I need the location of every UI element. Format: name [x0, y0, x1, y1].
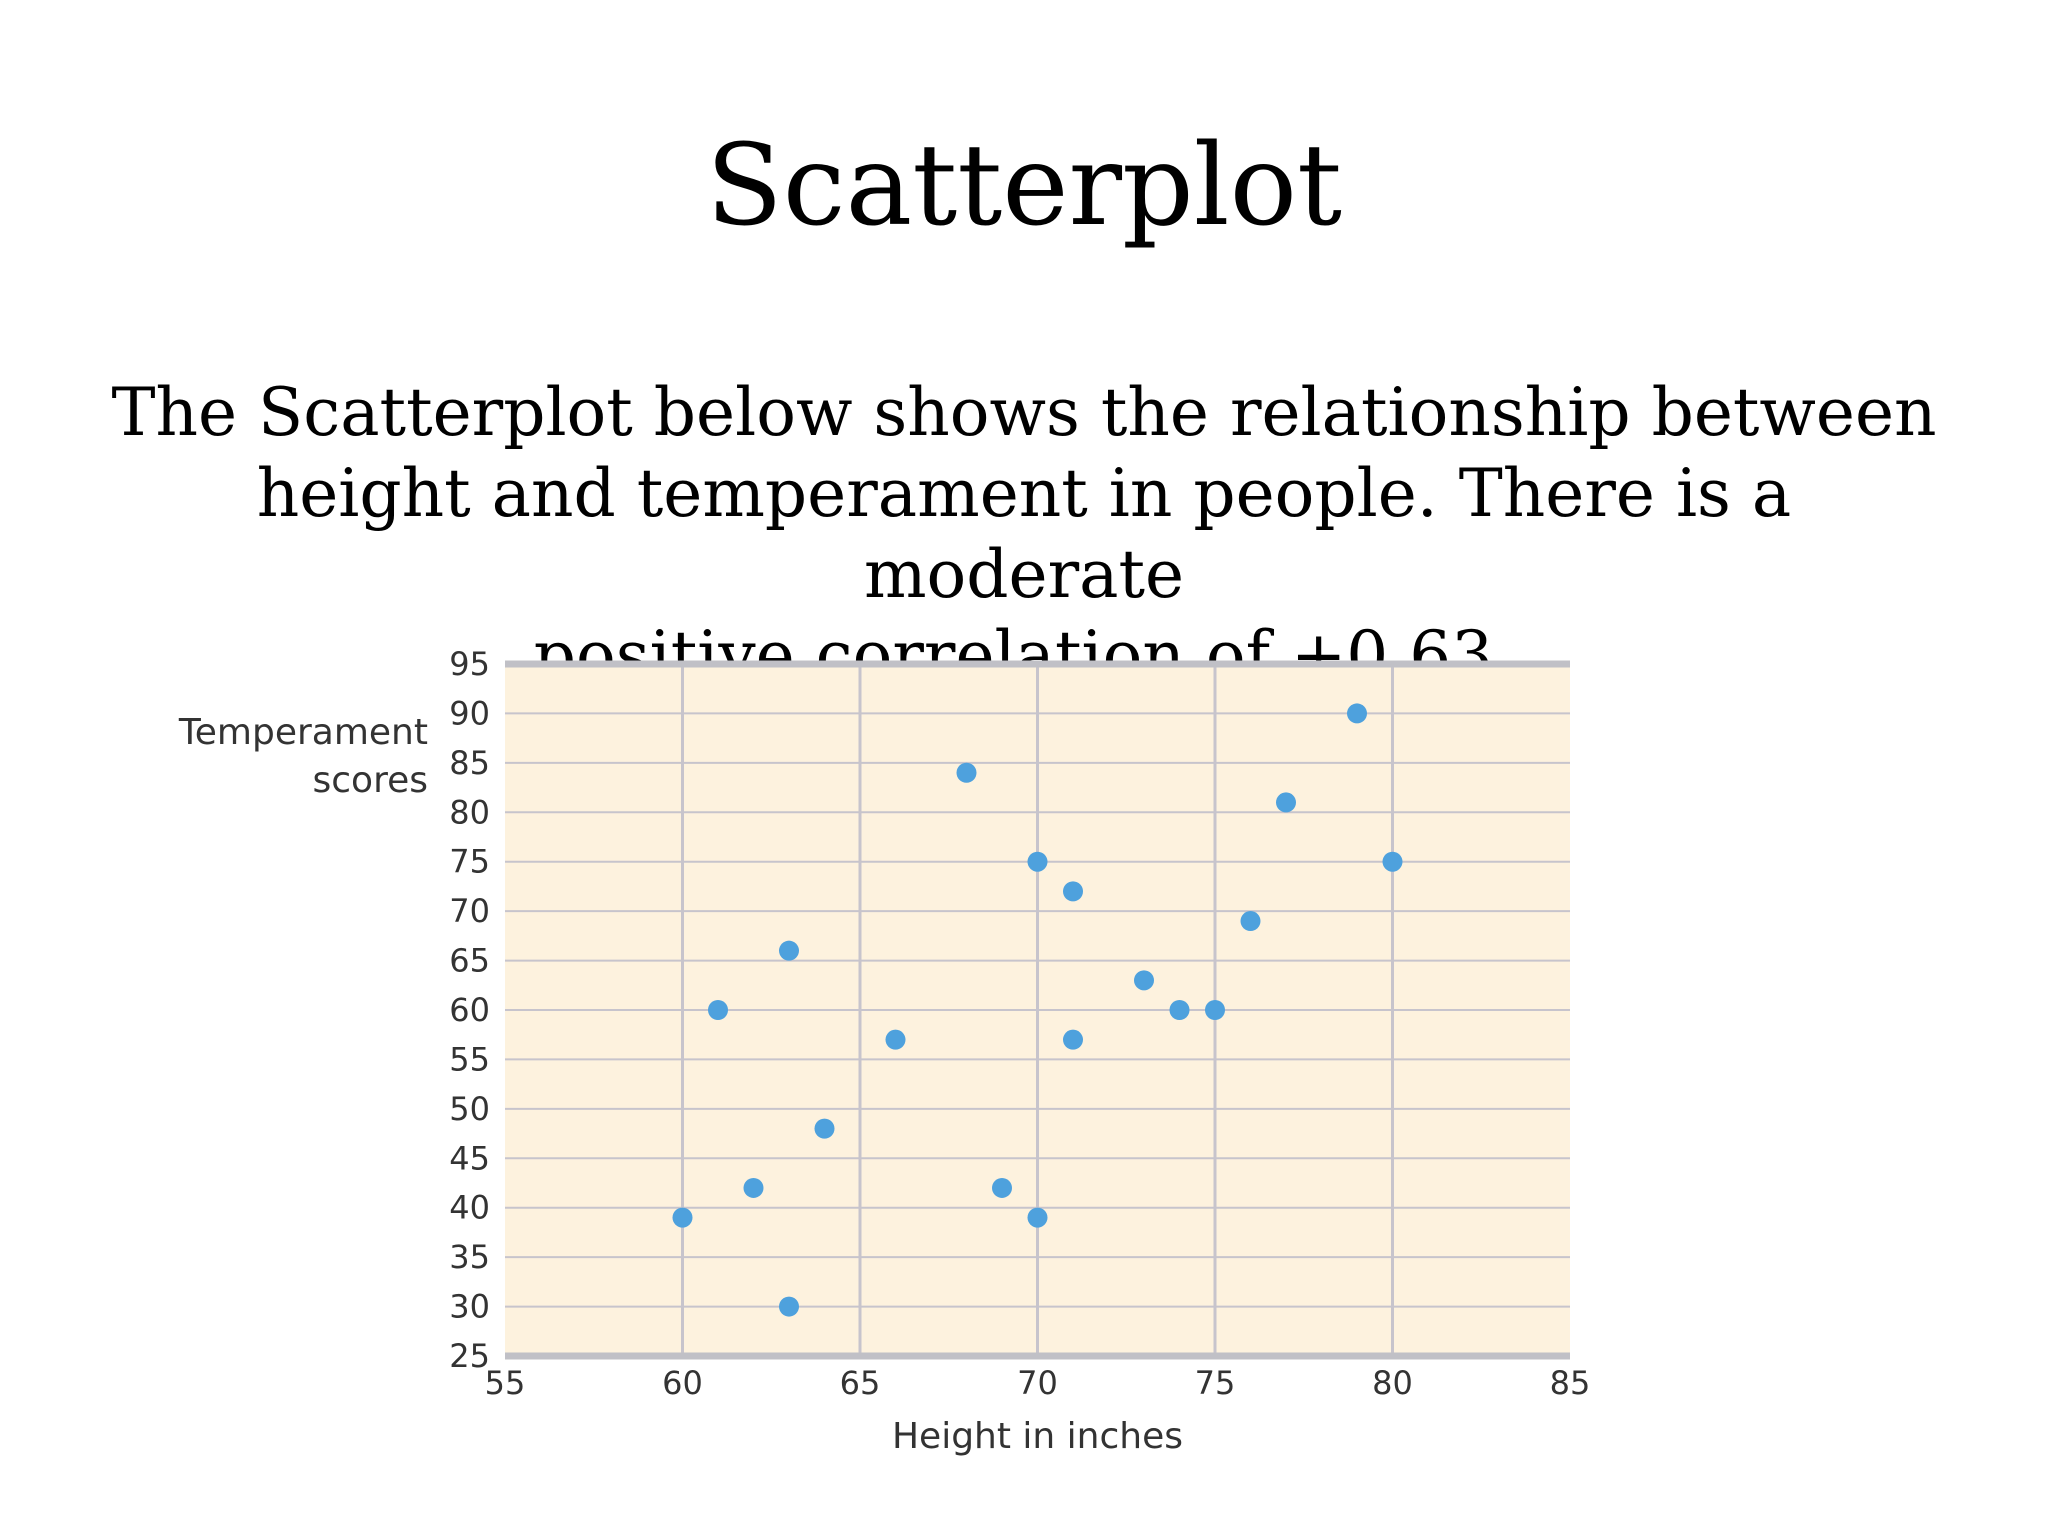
data-point: [1347, 703, 1367, 724]
data-point: [814, 1118, 835, 1139]
x-tick-label: 75: [1195, 1364, 1236, 1402]
data-point: [1027, 1207, 1048, 1228]
body-line-2: height and temperament in people. There …: [256, 455, 1792, 613]
x-tick-label: 60: [662, 1364, 703, 1402]
slide-title: Scatterplot: [705, 121, 1342, 251]
x-tick-label: 65: [840, 1364, 881, 1402]
y-tick-label: 70: [449, 892, 490, 930]
data-point: [1063, 1029, 1083, 1050]
y-tick-label: 80: [449, 793, 490, 831]
data-point: [885, 1029, 906, 1050]
y-tick-label: 45: [449, 1139, 490, 1177]
y-tick-label: 85: [449, 744, 490, 782]
y-axis-label-line-2: scores: [313, 760, 429, 801]
y-tick-label: 60: [449, 991, 490, 1029]
y-tick-label: 40: [449, 1189, 490, 1227]
data-point: [1382, 851, 1403, 872]
x-tick-label: 70: [1017, 1364, 1058, 1402]
data-point: [1276, 792, 1296, 813]
data-point: [779, 940, 799, 961]
axes: [505, 660, 1570, 1360]
y-tick-label: 55: [449, 1040, 490, 1078]
y-tick-label: 35: [449, 1238, 490, 1276]
data-point: [1063, 881, 1083, 902]
data-point: [708, 1000, 728, 1020]
data-point: [1240, 911, 1261, 932]
x-tick-label: 80: [1372, 1364, 1413, 1402]
data-point: [779, 1296, 799, 1317]
y-tick-label: 75: [449, 843, 490, 881]
y-axis-label-line-1: Temperament: [178, 712, 428, 753]
data-points: [672, 703, 1403, 1317]
x-axis-label: Height in inches: [892, 1416, 1183, 1457]
y-tick-label: 30: [449, 1288, 490, 1326]
y-tick-label: 50: [449, 1090, 490, 1128]
data-point: [1134, 970, 1154, 991]
data-point: [672, 1207, 693, 1228]
x-tick-label: 55: [485, 1364, 526, 1402]
data-point: [743, 1177, 764, 1198]
y-tick-label: 25: [449, 1337, 490, 1375]
y-tick-label: 65: [449, 942, 490, 980]
y-tick-label: 90: [449, 694, 490, 732]
y-tick-label: 95: [449, 645, 490, 683]
data-point: [956, 762, 977, 783]
x-tick-label: 85: [1550, 1364, 1591, 1402]
data-point: [992, 1177, 1012, 1198]
x-tick-labels: 55 60 65 70 75 80 85: [485, 1364, 1591, 1402]
data-point: [1169, 1000, 1190, 1020]
y-tick-labels: 95 90 85 80 75 70 65 60 55 50 45 40 35 30 25: [449, 645, 490, 1375]
data-point: [1027, 851, 1048, 872]
data-point: [1205, 1000, 1225, 1020]
body-line-1: The Scatterplot below shows the relation…: [111, 374, 1937, 451]
